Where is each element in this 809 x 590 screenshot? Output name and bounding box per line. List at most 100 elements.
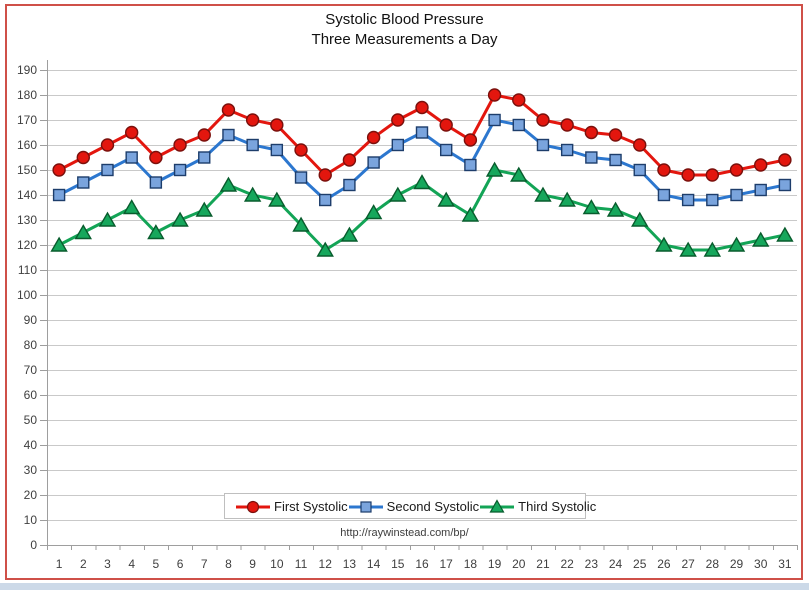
y-tick-label: 190 <box>17 63 37 77</box>
square-marker <box>173 163 187 177</box>
legend-item-second-systolic: Second Systolic <box>348 498 480 514</box>
square-marker <box>125 151 138 164</box>
circle-marker <box>487 88 502 102</box>
x-tick-label: 23 <box>585 557 599 571</box>
square-marker <box>77 176 90 189</box>
square-marker <box>464 158 477 172</box>
legend-label: First Systolic <box>274 498 348 514</box>
triangle-marker <box>413 174 431 190</box>
triangle-marker <box>316 241 334 257</box>
square-marker <box>633 163 646 177</box>
y-tick-label: 140 <box>17 188 37 202</box>
circle-marker <box>294 143 308 157</box>
square-marker <box>536 138 550 152</box>
square-marker <box>488 113 501 127</box>
circle-marker <box>124 125 139 140</box>
x-tick-label: 22 <box>560 557 574 571</box>
circle-marker <box>729 163 744 177</box>
square-marker <box>512 118 525 132</box>
square-marker <box>294 171 308 184</box>
triangle-marker <box>74 224 93 240</box>
y-tick-label: 170 <box>17 113 37 127</box>
x-tick-label: 2 <box>80 557 87 571</box>
triangle-marker <box>631 211 649 227</box>
triangle-marker <box>461 206 480 222</box>
x-tick-label: 1 <box>56 557 63 571</box>
circle-marker <box>52 163 66 177</box>
x-tick-label: 24 <box>609 557 623 571</box>
chart-subtitle: Three Measurements a Day <box>311 31 498 48</box>
square-marker <box>222 128 235 142</box>
x-tick-label: 4 <box>128 557 135 571</box>
triangle-marker <box>703 241 722 257</box>
y-tick-label: 100 <box>17 288 37 302</box>
triangle-marker <box>147 224 165 240</box>
circle-marker <box>391 113 405 127</box>
triangle-legend-glyph <box>480 498 515 513</box>
circle-marker <box>584 125 599 140</box>
x-tick-label: 18 <box>464 557 478 571</box>
square-marker <box>730 188 743 202</box>
x-tick-label: 21 <box>536 557 550 571</box>
circle-marker <box>270 118 284 132</box>
y-tick-label: 150 <box>17 163 37 177</box>
chart-title-block: Systolic Blood Pressure Three Measuremen… <box>0 10 809 50</box>
square-marker <box>343 178 356 192</box>
triangle-marker <box>219 176 238 192</box>
square-marker <box>52 188 66 202</box>
circle-marker <box>76 150 90 165</box>
circle-marker <box>173 138 187 152</box>
y-tick-label: 30 <box>24 463 38 477</box>
circle-marker <box>536 113 550 127</box>
x-tick-label: 17 <box>440 557 454 571</box>
x-tick-label: 26 <box>657 557 671 571</box>
circle-marker <box>197 128 211 142</box>
square-marker <box>585 151 598 164</box>
triangle-marker <box>243 186 262 202</box>
x-tick-label: 5 <box>153 557 160 571</box>
legend-label: Second Systolic <box>386 498 480 514</box>
circle-marker <box>778 153 792 167</box>
x-tick-label: 20 <box>512 557 526 571</box>
x-tick-label: 25 <box>633 557 647 571</box>
square-marker <box>319 193 332 207</box>
legend-item-first-systolic: First Systolic <box>235 499 348 514</box>
legend-label: Third Systolic <box>518 498 597 514</box>
circle-legend-glyph <box>236 500 270 513</box>
chart-title: Systolic Blood Pressure <box>325 11 484 28</box>
circle-marker <box>681 168 695 182</box>
circle-marker <box>512 93 526 107</box>
triangle-marker <box>340 226 359 242</box>
footer-url: http://raywinstead.com/bp/ <box>340 527 469 539</box>
x-tick-label: 30 <box>754 557 768 571</box>
circle-marker <box>342 153 357 167</box>
triangle-marker <box>485 161 504 177</box>
triangle-marker <box>268 191 286 207</box>
y-tick-label: 130 <box>17 213 37 227</box>
square-legend-glyph <box>348 500 383 513</box>
triangle-marker <box>98 211 117 227</box>
square-marker <box>754 183 767 197</box>
triangle-marker-icon <box>479 498 515 514</box>
triangle-marker <box>292 216 310 232</box>
x-tick-label: 10 <box>270 557 284 571</box>
square-marker <box>367 156 380 169</box>
y-tick-label: 120 <box>17 238 37 252</box>
triangle-marker <box>679 241 697 257</box>
triangle-marker <box>195 201 213 217</box>
y-tick-label: 180 <box>17 88 37 102</box>
triangle-marker <box>122 199 141 215</box>
y-tick-label: 160 <box>17 138 37 152</box>
chart-frame <box>5 4 803 580</box>
circle-marker <box>560 118 574 132</box>
x-tick-label: 31 <box>778 557 792 571</box>
y-tick-label: 110 <box>18 263 37 277</box>
square-marker-icon <box>348 499 384 514</box>
square-marker <box>706 193 719 207</box>
circle-marker <box>657 163 671 177</box>
x-tick-label: 15 <box>391 557 405 571</box>
circle-marker <box>100 138 115 152</box>
x-tick-label: 9 <box>249 557 256 571</box>
x-tick-label: 12 <box>319 557 333 571</box>
circle-marker <box>245 113 260 127</box>
